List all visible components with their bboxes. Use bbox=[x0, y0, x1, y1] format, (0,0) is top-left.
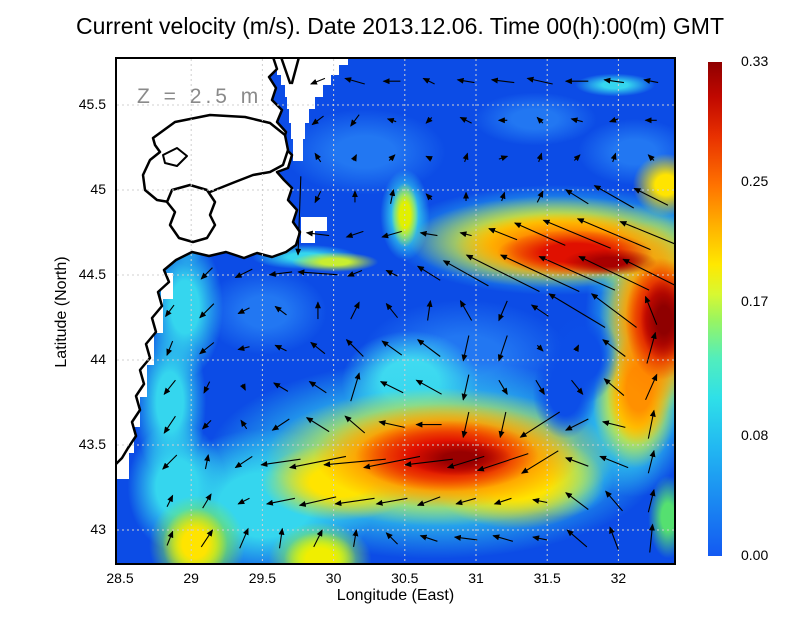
y-tick-label: 45.5 bbox=[78, 96, 106, 112]
colorbar-tick-label: 0.00 bbox=[741, 547, 769, 563]
x-tick-label: 29 bbox=[183, 570, 199, 586]
current-vector-arrows bbox=[162, 76, 676, 553]
x-tick-label: 31 bbox=[468, 570, 484, 586]
gridlines bbox=[117, 59, 674, 563]
y-tick-label: 44 bbox=[90, 351, 106, 367]
x-tick-label: 29.5 bbox=[248, 570, 277, 586]
plot-frame bbox=[115, 57, 676, 565]
plot-area: Z = 2.5 m bbox=[115, 57, 676, 565]
x-tick-label: 30 bbox=[325, 570, 342, 586]
y-tick-label: 44.5 bbox=[78, 266, 106, 282]
colorbar-tick-label: 0.08 bbox=[741, 427, 769, 444]
colorbar-tick-label: 0.17 bbox=[741, 292, 769, 309]
colorbar-tick-label: 0.25 bbox=[741, 172, 769, 189]
y-tick-label: 43 bbox=[90, 521, 106, 537]
x-tick-label: 32 bbox=[610, 570, 627, 586]
colorbar-tick-label: 0.33 bbox=[741, 53, 769, 69]
coastline-land bbox=[115, 57, 302, 467]
map-overlay bbox=[115, 57, 676, 565]
x-tick-label: 30.5 bbox=[391, 570, 419, 586]
colorbar bbox=[708, 62, 722, 556]
x-tick-label: 31.5 bbox=[533, 570, 561, 586]
x-axis-label: Longitude (East) bbox=[336, 587, 455, 604]
depth-annotation: Z = 2.5 m bbox=[137, 85, 263, 108]
x-tick-label: 28.5 bbox=[106, 570, 134, 586]
y-tick-label: 43.5 bbox=[78, 436, 106, 452]
figure-title: Current velocity (m/s). Date 2013.12.06.… bbox=[75, 13, 725, 39]
y-tick-label: 45 bbox=[90, 181, 106, 197]
